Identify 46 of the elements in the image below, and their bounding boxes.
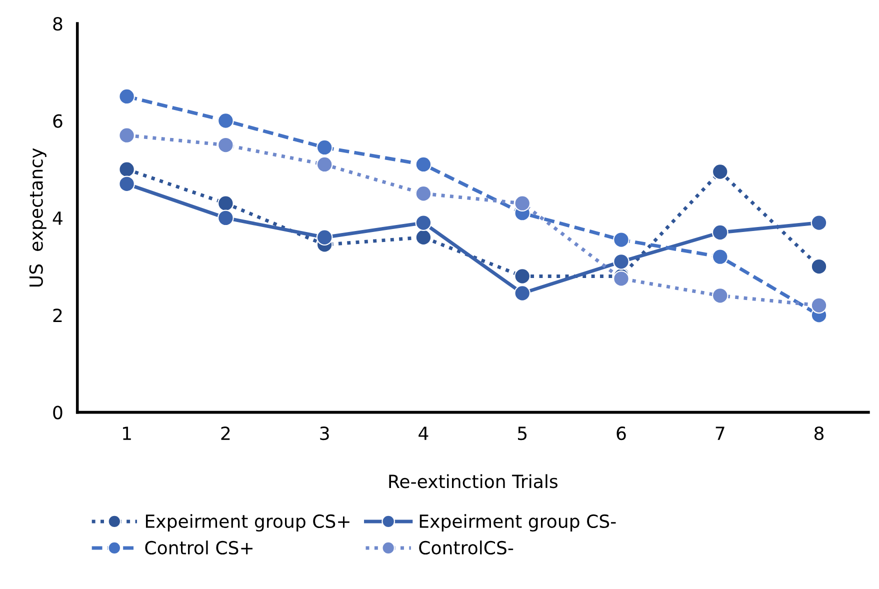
point (217, 210, 234, 226)
x-tick-label: 8 (814, 426, 824, 440)
point (118, 127, 135, 144)
y-tick-label: 4 (52, 212, 62, 225)
point (118, 176, 135, 192)
x-tick-label: 6 (616, 426, 626, 440)
point (415, 229, 432, 246)
point (613, 253, 630, 270)
legend-label: Control CS+ (145, 540, 252, 555)
point (118, 88, 135, 105)
point (514, 195, 531, 212)
legend-label: Expeirment group CS+ (146, 514, 350, 532)
x-tick-label: 1 (123, 426, 131, 440)
x-tick-label: 2 (221, 426, 230, 440)
point (316, 229, 333, 246)
point (712, 164, 728, 180)
point (810, 297, 828, 314)
x-tick-label: 3 (320, 426, 329, 440)
point (810, 214, 828, 231)
point (514, 285, 531, 302)
point (415, 156, 432, 173)
point (217, 195, 234, 212)
legend-label: ControlCS- (419, 540, 514, 555)
point (810, 258, 828, 275)
y-tick-label: 2 (53, 308, 62, 322)
point (316, 139, 333, 156)
y-axis-title: US expectancy (29, 148, 46, 287)
point (613, 232, 630, 248)
point (415, 214, 432, 231)
point (712, 224, 728, 241)
y-tick-label: 8 (53, 17, 62, 31)
y-tick-label: 6 (53, 114, 62, 128)
point (217, 112, 234, 129)
point (712, 248, 728, 265)
point (316, 156, 333, 173)
point (217, 136, 234, 154)
legend-label: Expeirment group CS- (420, 514, 616, 532)
y-tick-label: 0 (53, 406, 62, 420)
x-tick-label: 4 (418, 426, 428, 440)
point (415, 185, 432, 202)
x-tick-label: 7 (716, 426, 724, 440)
point (118, 161, 135, 178)
x-tick-label: 5 (518, 426, 527, 440)
point (514, 268, 531, 284)
point (712, 287, 728, 304)
x-axis-title: Re-extinction Trials (389, 474, 558, 488)
